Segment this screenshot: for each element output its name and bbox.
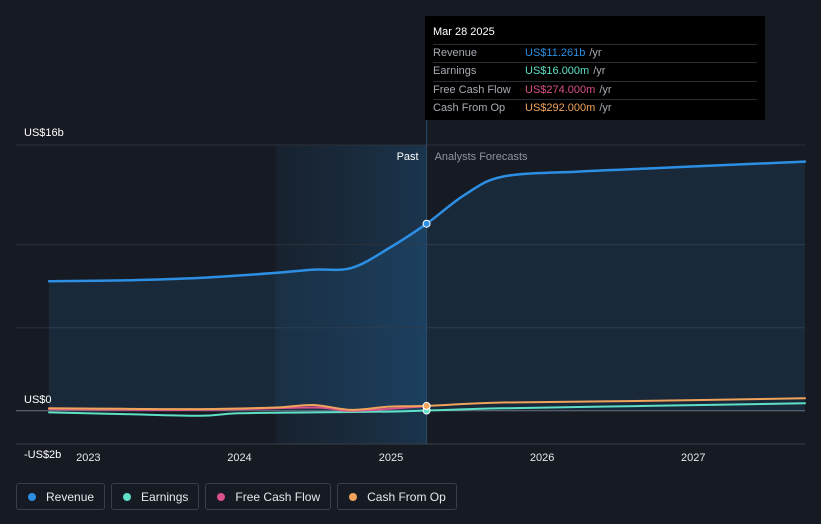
x-tick-label: 2026 xyxy=(530,452,554,464)
tooltip-label: Free Cash Flow xyxy=(433,83,511,96)
y-tick-label: -US$2b xyxy=(24,449,61,461)
legend-item-cash-from-op[interactable]: Cash From Op xyxy=(337,483,457,510)
y-tick-label: US$0 xyxy=(24,394,52,406)
tooltip-unit: /yr xyxy=(593,65,606,77)
series-markers xyxy=(422,219,431,415)
x-axis-labels: 2023 2024 2025 2026 2027 xyxy=(76,452,705,464)
legend-item-revenue[interactable]: Revenue xyxy=(16,483,106,510)
series-lines xyxy=(47,160,807,417)
x-tick-label: 2024 xyxy=(227,452,251,464)
past-label: Past xyxy=(397,151,419,163)
tooltip-label: Earnings xyxy=(433,65,477,77)
legend-label: Free Cash Flow xyxy=(235,489,321,504)
y-tick-label: US$16b xyxy=(24,127,64,139)
x-tick-label: 2027 xyxy=(681,452,705,464)
tooltip: Mar 28 2025 Revenue US$11.261b /yr Earni… xyxy=(425,16,765,120)
x-tick-label: 2025 xyxy=(379,452,403,464)
series-line-cash-from-op xyxy=(48,397,806,411)
tooltip-unit: /yr xyxy=(599,102,612,114)
legend-label: Earnings xyxy=(141,489,189,504)
tooltip-value: US$274.000m xyxy=(525,83,596,96)
marker-cash-from-op xyxy=(422,401,431,410)
tooltip-value: US$11.261b xyxy=(525,46,586,59)
series-line-earnings xyxy=(48,402,806,417)
cash-from-op-dot-icon xyxy=(349,492,358,501)
forecast-label: Analysts Forecasts xyxy=(435,151,528,163)
tooltip-value: US$16.000m xyxy=(525,65,590,77)
tooltip-row-earnings: Earnings US$16.000m /yr xyxy=(433,62,757,81)
past-region-shade xyxy=(275,145,427,444)
tooltip-value: US$292.000m xyxy=(525,102,596,114)
legend-label: Cash From Op xyxy=(367,489,446,504)
legend-label: Revenue xyxy=(46,489,95,504)
x-tick-label: 2023 xyxy=(76,452,100,464)
tooltip-unit: /yr xyxy=(599,83,612,96)
tooltip-unit: /yr xyxy=(589,46,602,59)
earnings-dot-icon xyxy=(123,492,132,501)
tooltip-label: Revenue xyxy=(433,46,478,59)
tooltip-date: Mar 28 2025 xyxy=(433,26,495,38)
y-axis-labels: US$16b US$0 -US$2b xyxy=(24,127,64,461)
marker-revenue xyxy=(422,219,431,228)
revenue-dot-icon xyxy=(28,492,36,501)
legend-item-free-cash-flow[interactable]: Free Cash Flow xyxy=(205,483,332,510)
series-line-revenue xyxy=(47,160,807,283)
tooltip-label: Cash From Op xyxy=(433,102,506,114)
tooltip-row-revenue: Revenue US$11.261b /yr xyxy=(433,43,757,63)
tooltip-row-cash-from-op: Cash From Op US$292.000m /yr xyxy=(433,99,757,118)
tooltip-row-free-cash-flow: Free Cash Flow US$274.000m /yr xyxy=(433,80,757,100)
legend: Revenue Earnings Free Cash Flow Cash Fro… xyxy=(16,483,457,510)
legend-item-earnings[interactable]: Earnings xyxy=(111,483,200,510)
free-cash-flow-dot-icon xyxy=(217,492,226,501)
